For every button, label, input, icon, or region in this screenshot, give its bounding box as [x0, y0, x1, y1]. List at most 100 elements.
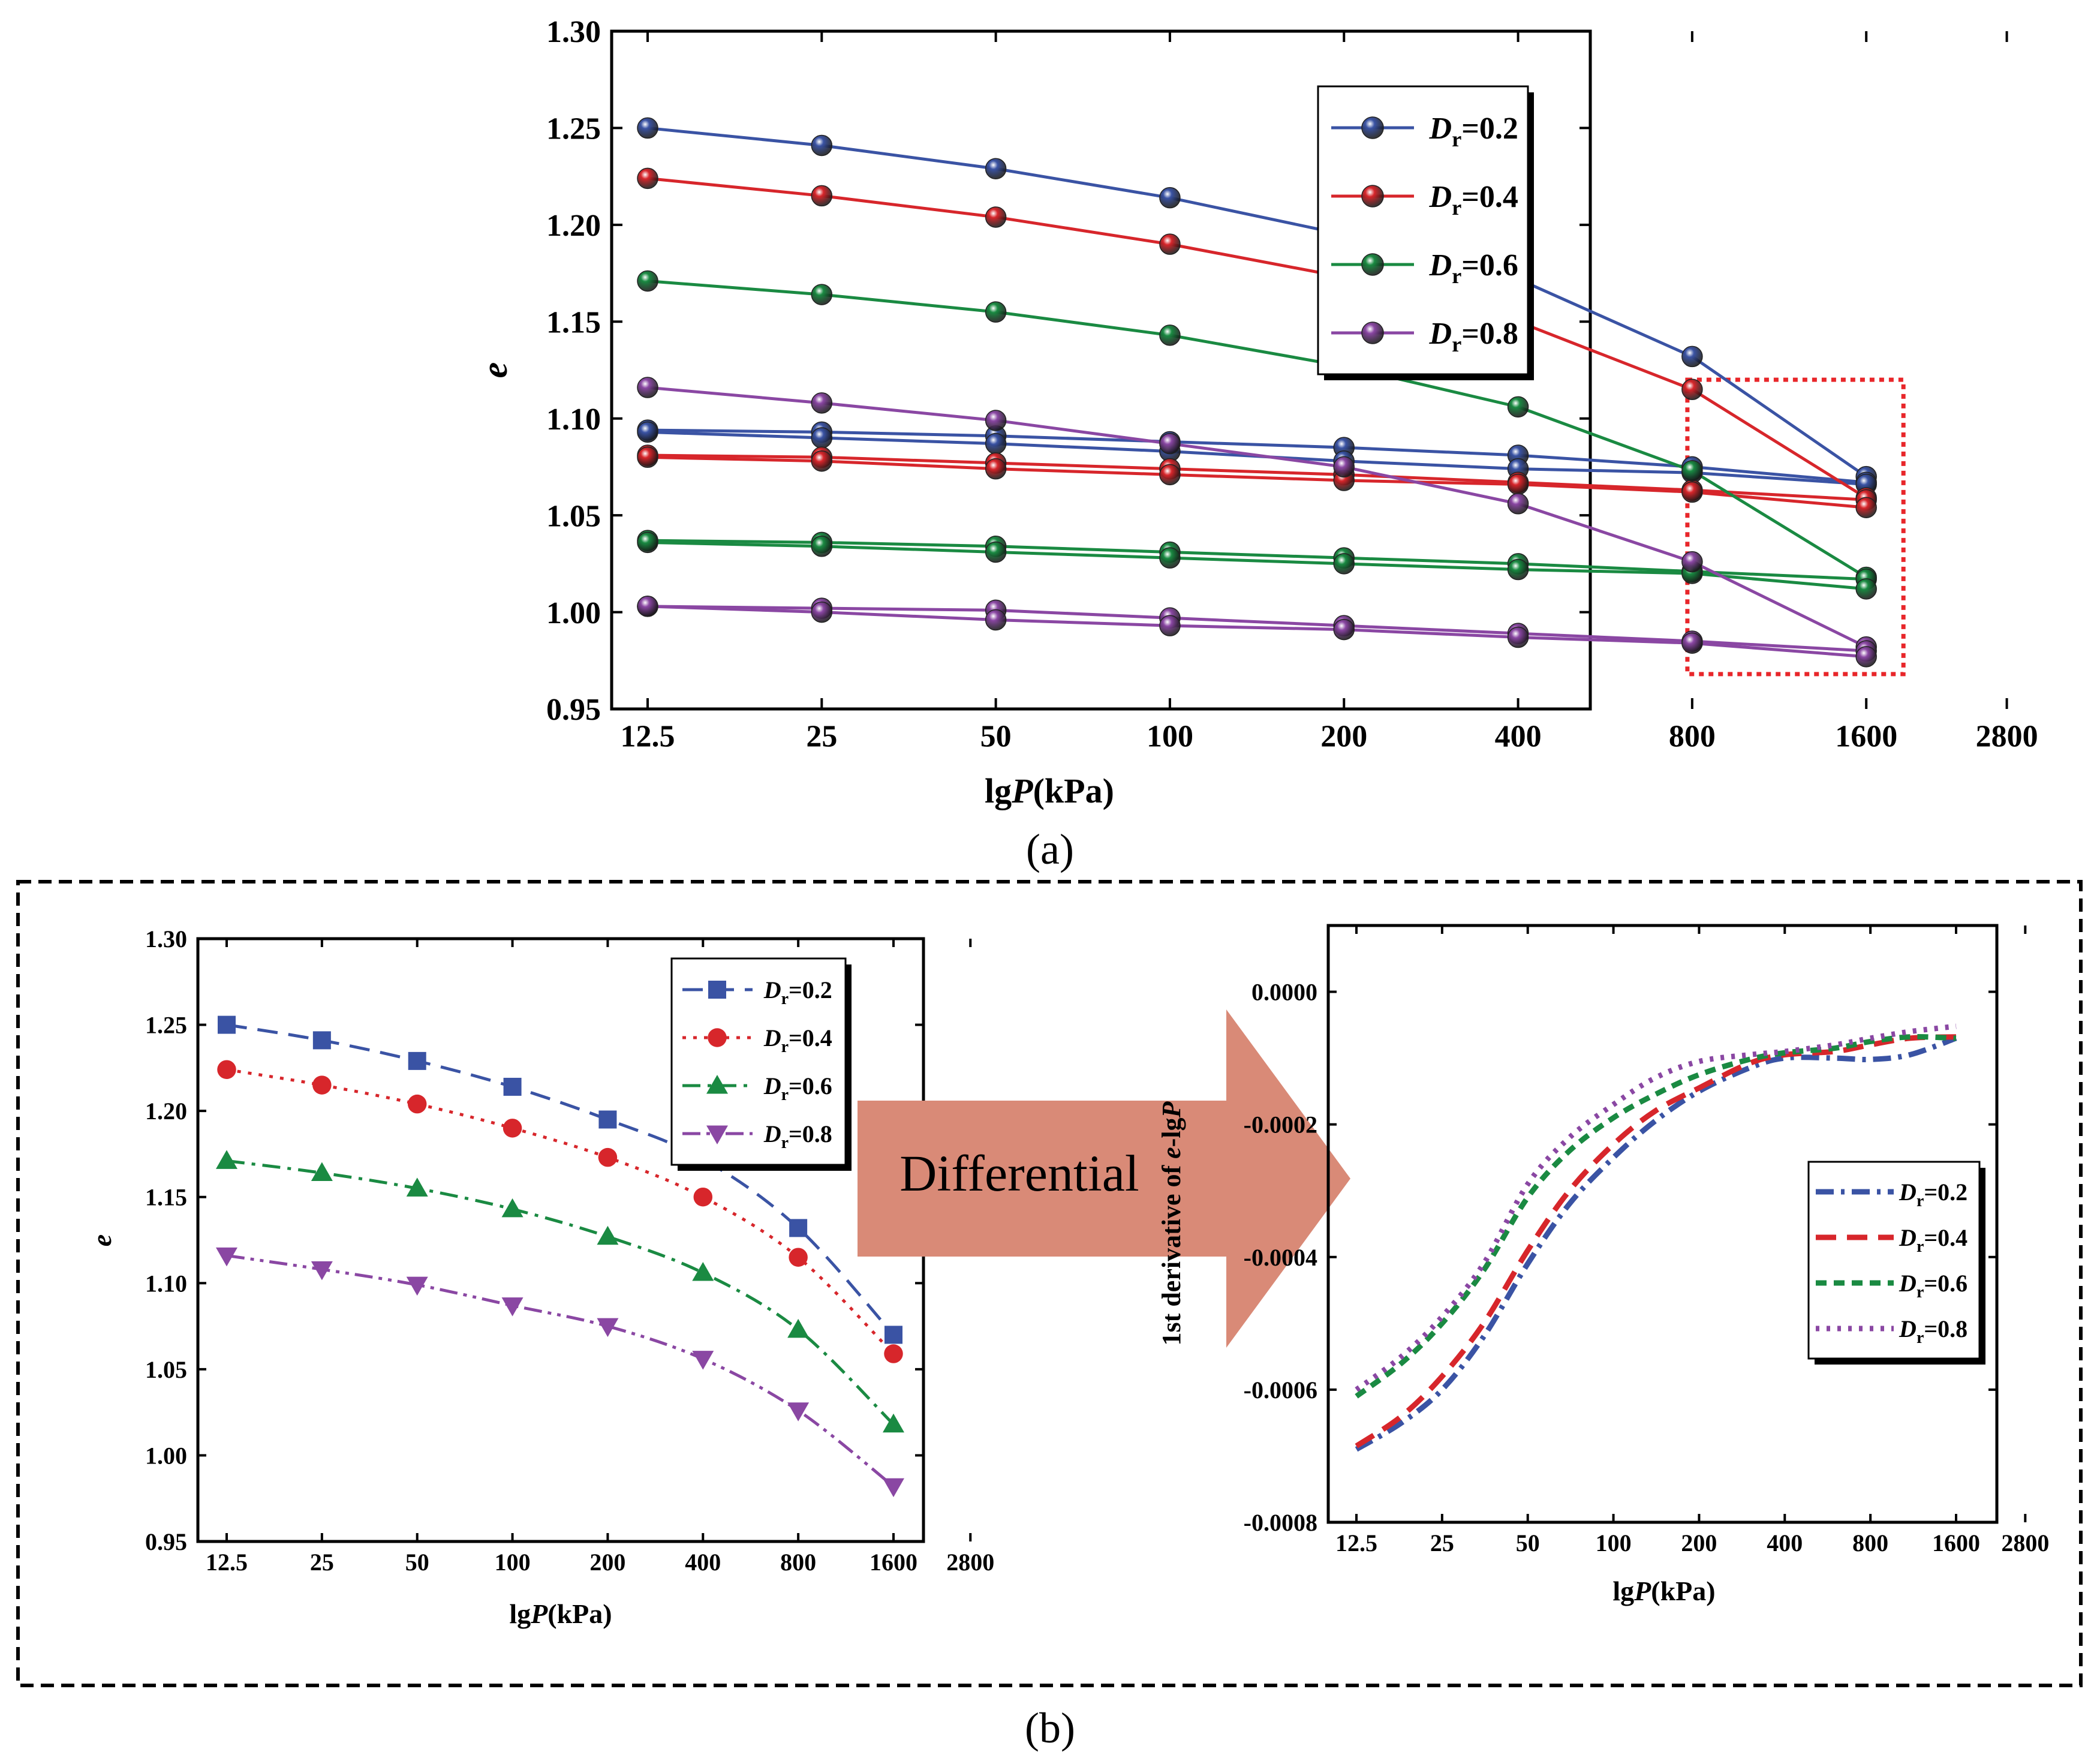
x-tick-label: 1600: [870, 1549, 917, 1576]
data-point: [597, 1225, 619, 1245]
series-line: [1355, 1034, 1957, 1399]
data-point: [1159, 464, 1181, 486]
data-point: [1507, 396, 1529, 418]
series-line: [647, 126, 1867, 478]
data-point: [1159, 187, 1181, 209]
series-line: [1355, 1023, 1957, 1392]
data-point: [787, 1402, 810, 1422]
panel-b-left-ylabel: e: [86, 1234, 117, 1246]
x-tick-label: 400: [1495, 719, 1542, 753]
y-tick-label: -0.0006: [1244, 1377, 1317, 1404]
series-line: [647, 453, 1867, 501]
data-point: [811, 392, 833, 414]
y-tick-label: 1.15: [546, 305, 601, 339]
legend-label: Dr=0.2: [763, 976, 832, 1008]
data-point: [692, 1351, 714, 1370]
series-line: [647, 386, 1867, 648]
legend-marker: [1361, 321, 1384, 344]
data-point: [985, 458, 1007, 480]
x-tick-label: 200: [1320, 719, 1367, 753]
x-tick-label: 800: [1669, 719, 1716, 753]
x-tick-label: 25: [806, 719, 837, 753]
legend-marker: [706, 1125, 728, 1144]
y-tick-label: 0.95: [546, 693, 601, 727]
data-point: [693, 1187, 713, 1207]
data-point: [406, 1276, 428, 1296]
data-point: [811, 284, 833, 305]
panel-a-series: [637, 117, 1877, 668]
legend-marker: [1361, 253, 1384, 276]
x-tick-label: 25: [1430, 1529, 1454, 1556]
data-point: [1333, 618, 1355, 641]
legend-label: Dr=0.4: [1899, 1224, 1967, 1256]
legend-box: [670, 957, 847, 1166]
y-tick-label: 1.25: [546, 112, 601, 146]
differential-arrow: Differential: [858, 1009, 1350, 1348]
data-point: [985, 158, 1007, 179]
data-point: [1681, 378, 1703, 401]
x-tick-label: 100: [1596, 1529, 1632, 1556]
data-point: [407, 1094, 427, 1114]
legend-label: Dr=0.2: [1899, 1179, 1967, 1210]
data-point: [1507, 626, 1529, 648]
legend-label: Dr=0.6: [763, 1072, 832, 1104]
panel-b-left-legend: Dr=0.2 Dr=0.4 Dr=0.6 Dr=0.8: [670, 957, 852, 1171]
data-point: [216, 1247, 237, 1267]
y-tick-label: 1.20: [546, 209, 601, 243]
data-point: [985, 541, 1007, 563]
data-point: [637, 117, 658, 139]
y-tick-label: -0.0002: [1244, 1111, 1317, 1138]
y-tick-label: 0.95: [145, 1528, 187, 1555]
x-tick-label: 2800: [2001, 1529, 2049, 1556]
panel-b-left-series: [216, 1015, 904, 1498]
highlight-box: [1685, 377, 1906, 677]
panel-b-right-ylabel: 1st derivative of e-lgP: [1157, 1101, 1186, 1345]
legend-label: Dr=0.8: [763, 1120, 832, 1152]
panel-b-right-xlabel: lgP(kPa): [1612, 1576, 1715, 1606]
panel-b-right: -0.0008 -0.0006 -0.0004 -0.0002 0.0000 12.5 25…: [1157, 924, 2049, 1606]
legend-box: [1807, 1161, 1981, 1360]
x-tick-label: 12.5: [621, 719, 675, 753]
data-point: [985, 432, 1007, 455]
legend-label: Dr=0.8: [1899, 1315, 1967, 1347]
legend-box: [1317, 85, 1529, 375]
data-point: [1681, 481, 1703, 503]
data-point: [811, 134, 833, 157]
series-line: [226, 1159, 895, 1426]
arrow-label: Differential: [899, 1144, 1139, 1202]
x-tick-label: 50: [405, 1549, 429, 1576]
y-tick-label: -0.0004: [1244, 1244, 1317, 1271]
data-point: [985, 301, 1007, 323]
data-point: [637, 270, 658, 292]
panel-b-left-axes: 0.95 1.00 1.05 1.10 1.15 1.20 1.25 1.30 12.5 25 50…: [145, 925, 994, 1576]
x-tick-label: 800: [1852, 1529, 1888, 1556]
series-line: [647, 605, 1867, 653]
y-tick-label: 1.10: [145, 1270, 187, 1297]
data-point: [811, 427, 833, 449]
data-point: [883, 1478, 904, 1498]
data-point: [1855, 497, 1877, 518]
data-point: [1159, 615, 1181, 636]
data-point: [884, 1326, 902, 1344]
data-point: [883, 1413, 904, 1433]
data-point: [884, 1344, 903, 1363]
y-tick-label: 1.15: [145, 1184, 187, 1211]
y-tick-label: 1.00: [546, 596, 601, 630]
data-point: [312, 1031, 331, 1050]
data-point: [503, 1077, 522, 1096]
legend-marker: [1361, 185, 1384, 208]
data-point: [637, 531, 658, 554]
y-tick-label: 1.30: [546, 15, 601, 49]
panel-b-dashed-border: [16, 880, 2083, 1687]
data-point: [985, 410, 1007, 431]
data-point: [811, 185, 833, 207]
panel-b-right-plot-frame: [1326, 924, 1999, 1524]
panel-a-legend: Dr=0.2 Dr=0.4 Dr=0.6 Dr=0.8: [1317, 85, 1534, 380]
data-point: [637, 167, 658, 190]
y-tick-label: 1.25: [145, 1012, 187, 1039]
panel-b-caption: (b): [1025, 1704, 1075, 1752]
data-point: [1507, 558, 1529, 581]
x-tick-label: 12.5: [1335, 1529, 1377, 1556]
y-tick-label: 1.10: [546, 402, 601, 437]
